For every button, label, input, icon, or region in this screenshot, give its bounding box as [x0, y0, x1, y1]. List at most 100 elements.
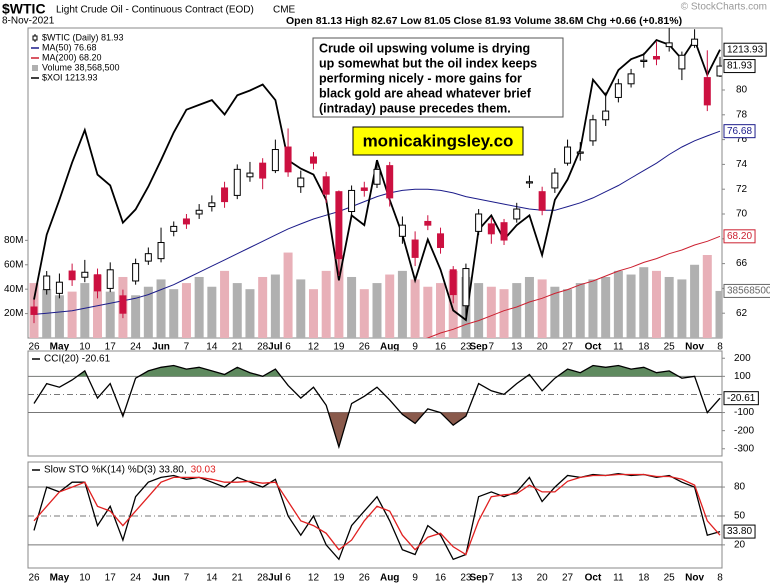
indicator-line-path: [33, 364, 721, 450]
candle-body: [500, 222, 508, 241]
volume-bar: [67, 291, 77, 338]
indicator-line: [33, 364, 721, 450]
y-tick-label: 66: [736, 258, 748, 269]
candle-body: [538, 191, 546, 211]
x-tick-label: Sep: [469, 342, 487, 353]
legend-label: 30.03: [191, 465, 216, 476]
candle-body: [589, 119, 597, 142]
legend-label: $XOI 1213.93: [42, 72, 98, 82]
last-value-label-box: [723, 59, 756, 74]
volume-bar: [232, 283, 242, 338]
x-tick-label: 7: [184, 342, 190, 353]
candle-body: [132, 263, 140, 282]
volume-bar: [270, 274, 280, 338]
candle-body: [386, 165, 394, 199]
x-tick-label: Oct: [585, 573, 602, 584]
x-tick-label: 28: [257, 342, 269, 353]
x-tick-label: 28: [257, 573, 269, 584]
annotation-box: [312, 37, 564, 118]
candle-body: [157, 242, 165, 260]
x-tick-label: Sep: [469, 573, 487, 584]
series-line: [426, 235, 721, 338]
x-tick-label: 14: [206, 342, 218, 353]
legend-label: $WTIC (Daily) 81.93: [42, 32, 124, 42]
x-tick-label: May: [50, 342, 70, 353]
volume-bar: [651, 270, 661, 338]
x-tick-label: 19: [333, 573, 345, 584]
volume-bar: [486, 286, 496, 338]
last-value-label: -20.61: [727, 393, 756, 404]
candle-body: [487, 223, 495, 235]
overbought-area: [77, 365, 695, 377]
x-tick-label: 7: [184, 573, 190, 584]
y-tick-label: -300: [734, 443, 754, 454]
x-tick-label: 10: [79, 573, 91, 584]
annotation-line: Crude oil upswing volume is drying: [319, 41, 530, 55]
candle-body: [94, 274, 102, 292]
indicator-panel: [27, 461, 723, 569]
x-tick-label: 26: [359, 573, 371, 584]
annotation-line: up somewhat but the oil index keeps: [319, 56, 537, 70]
x-tick-label: 7: [489, 573, 495, 584]
last-value-label: 38568500: [727, 286, 770, 297]
x-tick-label: 19: [333, 342, 345, 353]
volume-bar: [715, 290, 722, 338]
volume-bar: [677, 279, 687, 338]
overbought-fill: [77, 365, 695, 377]
x-tick-label: 23: [460, 573, 472, 584]
y-tick-label: 72: [736, 184, 748, 195]
volume-bar: [563, 289, 573, 338]
x-tick-label: 11: [613, 342, 624, 353]
volume-bar: [359, 289, 369, 338]
candle-body: [195, 209, 203, 215]
x-tick-label: 9: [412, 342, 418, 353]
x-tick-label: 12: [308, 573, 320, 584]
y-tick-label: 78: [736, 109, 748, 120]
volume-bar: [143, 286, 153, 338]
x-tick-label: 24: [130, 342, 142, 353]
last-value-label: 33.80: [727, 526, 752, 537]
candle-body: [462, 268, 470, 307]
last-value-label: 1213.93: [727, 44, 764, 55]
legend-label: Volume 38,568,500: [42, 62, 120, 72]
annotation-line: (intraday) pause precedes them.: [319, 101, 511, 115]
x-tick-label: May: [50, 573, 70, 584]
x-tick-label: 26: [359, 342, 371, 353]
x-tick-label: Aug: [380, 342, 399, 353]
volume-bar: [690, 264, 700, 338]
candle-body: [335, 191, 343, 260]
x-tick-label: 25: [664, 342, 676, 353]
candles: [30, 28, 722, 324]
last-value-label-box: [723, 42, 767, 57]
volume-bar: [613, 270, 623, 338]
x-tick-label: 21: [232, 342, 244, 353]
x-tick-label: 20: [537, 573, 549, 584]
volume-bar: [397, 270, 407, 338]
candle-body: [627, 73, 635, 85]
candle-body: [525, 181, 533, 184]
date: 8-Nov-2021: [2, 16, 55, 27]
x-tick-label: 18: [638, 342, 650, 353]
x-tick-label: Nov: [685, 573, 704, 584]
volume-bar: [385, 274, 395, 338]
volume-bar: [308, 289, 318, 338]
candle-body: [284, 146, 292, 173]
volume-bar: [334, 255, 344, 338]
candle-body: [716, 65, 722, 77]
legend-label: MA(50) 76.68: [42, 42, 97, 52]
x-tick-label: Nov: [685, 342, 704, 353]
x-tick-label: 13: [511, 342, 523, 353]
candle-body: [348, 189, 356, 213]
last-value-label: 76.68: [727, 126, 752, 137]
volume-bar: [194, 276, 204, 338]
volume-tick-label: 20M: [4, 308, 23, 319]
annotation-line: black gold are ahead whatever brief: [319, 86, 532, 100]
last-value-label-box: [723, 124, 756, 139]
candle-body: [119, 295, 127, 314]
y-tick-label: 50: [734, 511, 746, 522]
line-series: [426, 235, 721, 338]
volume-bar: [169, 289, 179, 338]
candle-body: [170, 225, 178, 232]
x-tick-label: 25: [664, 573, 676, 584]
volume-bar: [639, 267, 649, 338]
